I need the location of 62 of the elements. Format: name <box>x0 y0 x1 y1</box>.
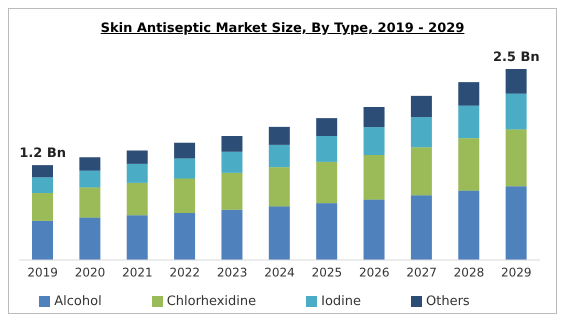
bar <box>221 210 242 260</box>
x-tick-label: 2025 <box>312 266 342 280</box>
bar <box>32 177 53 193</box>
bar <box>126 215 148 260</box>
bar <box>364 107 385 128</box>
bar <box>32 220 53 260</box>
bar <box>174 158 196 178</box>
x-tick-label: 2020 <box>74 266 106 280</box>
x-tick-label: 2021 <box>122 266 153 280</box>
bar <box>79 170 100 188</box>
bar <box>364 154 385 200</box>
legend-label: Iodine <box>321 294 362 309</box>
bar <box>221 152 242 173</box>
annotation: 1.2 Bn <box>19 146 66 162</box>
bar <box>174 213 196 260</box>
bar <box>316 203 338 260</box>
bar <box>221 172 242 210</box>
bar <box>458 190 480 260</box>
x-tick-label: 2023 <box>216 266 248 280</box>
bar <box>268 206 290 260</box>
bar <box>506 69 527 94</box>
bar <box>221 136 242 152</box>
annotation: 2.5 Bn <box>492 50 540 65</box>
bar <box>364 127 385 155</box>
bar <box>364 200 385 260</box>
bar <box>410 147 432 196</box>
bar <box>458 106 480 138</box>
legend-label: Chlorhexidine <box>166 294 256 309</box>
bar <box>506 94 527 130</box>
x-tick-label: 2027 <box>406 266 437 280</box>
x-tick-label: 2022 <box>170 266 200 280</box>
bar <box>458 138 480 191</box>
bar <box>506 129 527 186</box>
legend-label: Alcohol <box>54 294 102 309</box>
bar <box>316 162 338 204</box>
chart-title: Skin Antiseptic Market Size, By Type, 2019 - 2029 <box>100 20 466 38</box>
bar <box>174 142 196 158</box>
bar <box>32 165 53 178</box>
bar <box>316 118 338 136</box>
bar <box>410 195 432 260</box>
bar <box>268 126 290 145</box>
bar <box>268 167 290 206</box>
bar <box>174 178 196 214</box>
bar <box>316 136 338 162</box>
bar <box>410 96 432 118</box>
legend-label: Others <box>426 294 470 309</box>
bar <box>126 182 148 216</box>
x-tick-label: 2019 <box>27 266 58 280</box>
bar <box>268 144 290 168</box>
x-tick-label: 2024 <box>264 266 295 280</box>
bar <box>32 192 53 221</box>
bar <box>79 157 100 171</box>
bar <box>126 150 148 164</box>
x-tick-label: 2028 <box>454 266 484 280</box>
bar <box>79 218 100 260</box>
bar <box>506 186 527 260</box>
x-tick-label: 2026 <box>358 266 390 280</box>
x-tick-label: 2029 <box>501 266 532 280</box>
bar <box>458 82 480 106</box>
bar <box>126 164 148 183</box>
bar <box>79 187 100 218</box>
bar <box>410 117 432 148</box>
